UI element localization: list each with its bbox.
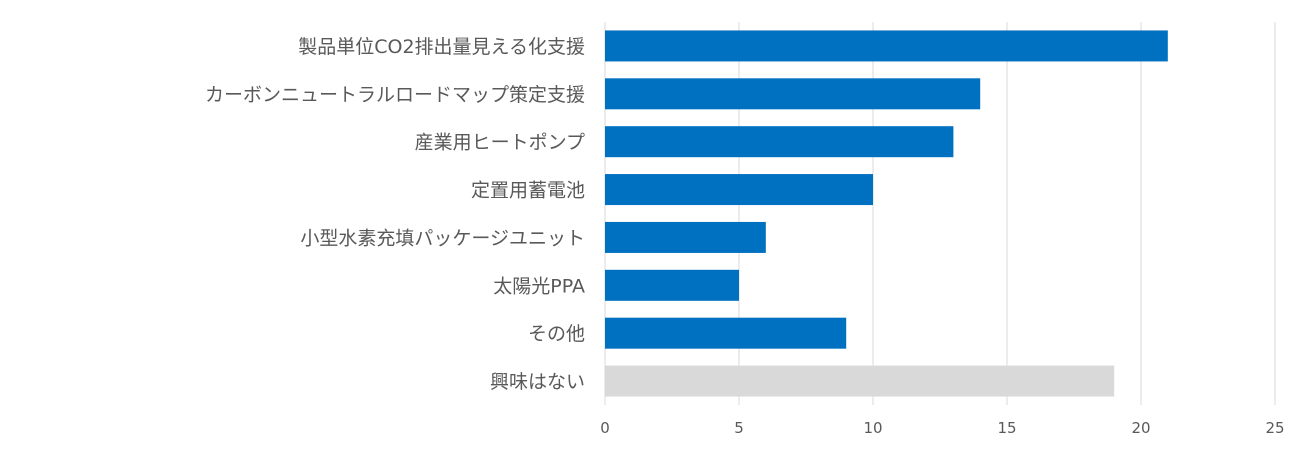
- bar: [605, 174, 873, 206]
- x-tick-label: 25: [1265, 419, 1284, 437]
- x-tick-label: 10: [863, 419, 882, 437]
- x-tick-label: 20: [1131, 419, 1150, 437]
- bar: [605, 317, 847, 349]
- category-label: 太陽光PPA: [493, 275, 585, 297]
- bar: [605, 221, 766, 253]
- bar: [605, 269, 739, 301]
- category-label: 小型水素充填パッケージユニット: [300, 227, 585, 249]
- bar: [605, 78, 981, 110]
- bar: [605, 30, 1168, 62]
- bar: [605, 126, 954, 158]
- category-label: 産業用ヒートポンプ: [415, 132, 585, 154]
- x-tick-label: 0: [600, 419, 610, 437]
- x-tick-label: 5: [734, 419, 744, 437]
- x-tick-label: 15: [997, 419, 1016, 437]
- category-label: 製品単位CO2排出量見える化支援: [298, 36, 585, 58]
- category-label: 興味はない: [490, 371, 585, 393]
- category-label: 定置用蓄電池: [471, 180, 585, 202]
- bar: [605, 365, 1115, 397]
- category-label: その他: [528, 323, 585, 345]
- category-label: カーボンニュートラルロードマップ策定支援: [205, 84, 585, 106]
